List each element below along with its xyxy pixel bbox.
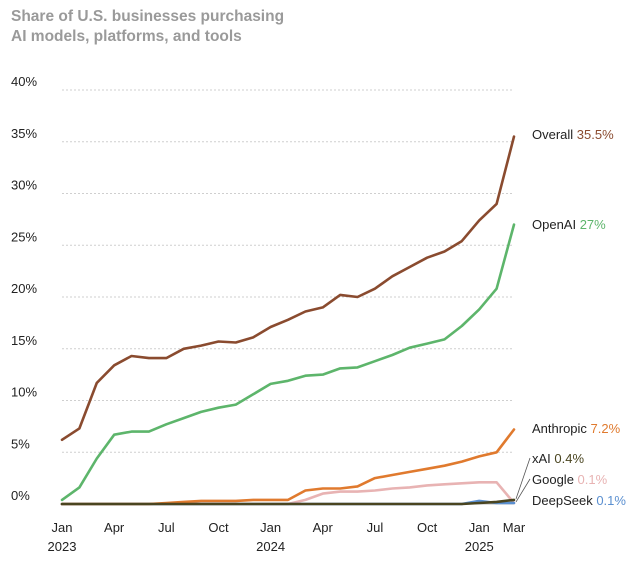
- end-label-openai: OpenAI 27%: [532, 217, 606, 232]
- leader-line-xai: [515, 457, 531, 499]
- series-name: Google: [532, 472, 578, 487]
- y-tick-label: 20%: [11, 281, 37, 296]
- series-value: 0.4%: [554, 451, 584, 466]
- series-value: 0.1%: [578, 472, 608, 487]
- series-line-xai: [60, 498, 516, 506]
- series-line-openai: [60, 223, 516, 502]
- y-tick-label: 40%: [11, 74, 37, 89]
- x-tick-label: Jul: [367, 520, 384, 535]
- chart-title-line1: Share of U.S. businesses purchasing: [11, 8, 285, 25]
- x-tick-year-label: 2025: [465, 539, 494, 554]
- series-name: OpenAI: [532, 217, 580, 232]
- leader-line-google: [515, 478, 531, 503]
- series-value: 0.1%: [596, 493, 626, 508]
- series-name: xAI: [532, 451, 554, 466]
- series-value: 7.2%: [591, 421, 621, 436]
- series-value: 35.5%: [577, 127, 614, 142]
- x-tick-label: Jan: [260, 520, 281, 535]
- x-tick-label: Oct: [208, 520, 229, 535]
- y-tick-label: 25%: [11, 229, 37, 244]
- series-name: DeepSeek: [532, 493, 596, 508]
- end-label-deepseek: DeepSeek 0.1%: [532, 493, 626, 508]
- chart-subtitle: AI models, platforms, and tools: [11, 28, 242, 45]
- series-name: Anthropic: [532, 421, 591, 436]
- y-tick-label: 0%: [11, 488, 30, 503]
- series-name: Overall: [532, 127, 577, 142]
- series-line-overall: [60, 135, 516, 442]
- x-tick-label: Jan: [469, 520, 490, 535]
- x-axis-ticks: Jan 2023 Apr Jul Oct Jan 2024 Apr Jul Oct Jan 2025 M…: [48, 520, 526, 554]
- chart-title: Share of U.S. businesses purchasing AI m…: [11, 7, 411, 47]
- y-tick-label: 15%: [11, 333, 37, 348]
- x-tick-label: Jul: [158, 520, 175, 535]
- y-axis-ticks: 0% 5% 10% 15% 20% 25% 30% 35% 40%: [11, 74, 37, 503]
- y-tick-label: 5%: [11, 436, 30, 451]
- end-label-xai: xAI 0.4%: [532, 451, 584, 466]
- y-tick-label: 10%: [11, 385, 37, 400]
- end-label-google: Google 0.1%: [532, 472, 608, 487]
- x-tick-year-label: 2023: [48, 539, 77, 554]
- x-tick-label: Jan: [52, 520, 73, 535]
- end-labels: Overall 35.5% OpenAI 27% Anthropic 7.2% xAI…: [515, 127, 626, 508]
- x-tick-label: Apr: [313, 520, 334, 535]
- end-label-anthropic: Anthropic 7.2%: [532, 421, 621, 436]
- y-tick-label: 35%: [11, 126, 37, 141]
- gridlines: [62, 89, 514, 505]
- y-tick-label: 30%: [11, 178, 37, 193]
- x-tick-year-label: 2024: [256, 539, 285, 554]
- series-line-anthropic: [60, 428, 516, 506]
- series-lines: [60, 135, 516, 506]
- end-label-overall: Overall 35.5%: [532, 127, 614, 142]
- x-tick-label: Oct: [417, 520, 438, 535]
- x-tick-label: Mar: [503, 520, 526, 535]
- x-tick-label: Apr: [104, 520, 125, 535]
- series-value: 27%: [580, 217, 606, 232]
